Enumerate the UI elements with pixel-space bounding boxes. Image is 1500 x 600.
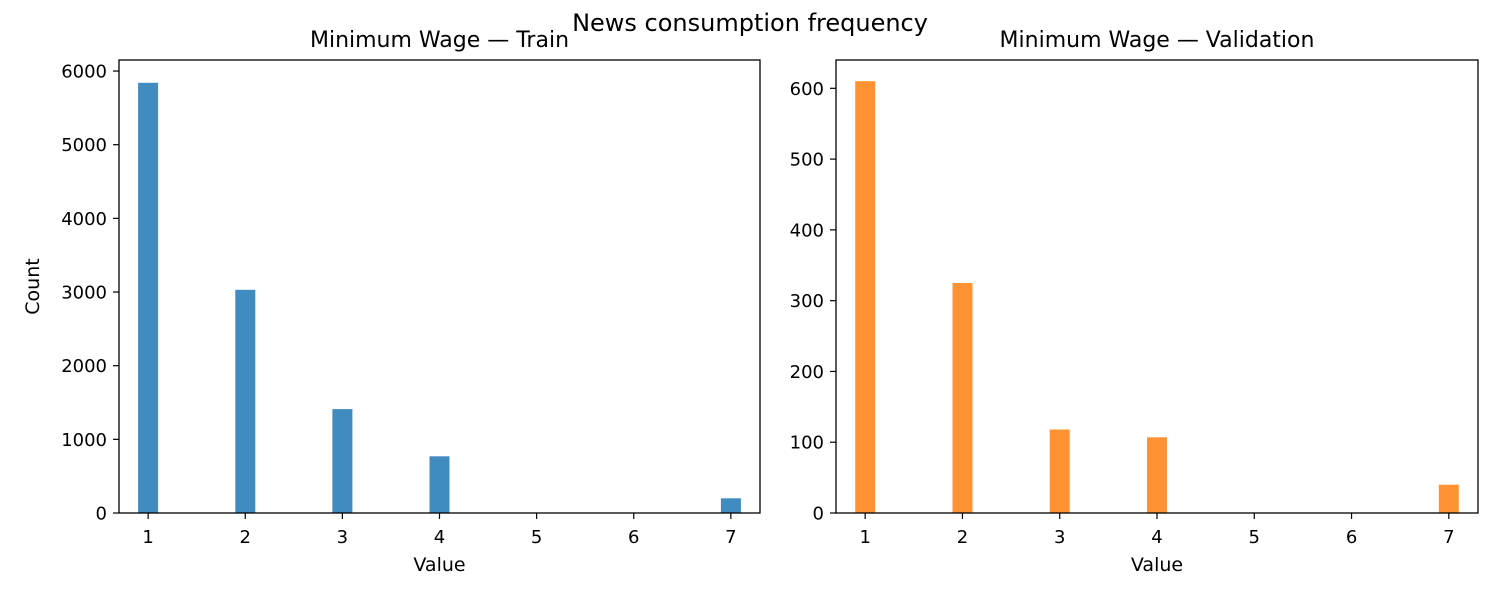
train-y-tick-label: 6000	[61, 62, 107, 83]
validation-histogram-panel: 1 2 3 4 5 6 7 0 100 200 300 400 500 600 Minimum Wage…	[790, 28, 1479, 576]
validation-y-tick-label: 600	[790, 79, 824, 100]
validation-bars	[855, 81, 1459, 513]
train-bar-7	[720, 498, 741, 513]
validation-x-tick-label: 1	[859, 527, 870, 548]
validation-bar-7	[1438, 484, 1459, 513]
train-y-tick-label: 5000	[61, 135, 107, 156]
train-y-axis-label: Count	[22, 258, 44, 314]
validation-x-tick-label: 5	[1249, 527, 1260, 548]
validation-x-tick-label: 3	[1054, 527, 1065, 548]
train-bar-4	[429, 456, 450, 513]
train-bars	[138, 82, 741, 514]
train-x-tick-label: 2	[240, 527, 251, 548]
validation-y-tick-label: 200	[790, 362, 824, 383]
validation-y-tick-label: 0	[813, 504, 824, 525]
validation-bar-2	[952, 283, 973, 513]
validation-x-tick-label: 2	[957, 527, 968, 548]
train-x-tick-label: 1	[142, 527, 153, 548]
train-axes-frame	[118, 59, 761, 514]
train-x-tick-label: 7	[725, 527, 736, 548]
validation-y-tick-label: 500	[790, 150, 824, 171]
train-bar-3	[332, 409, 353, 513]
train-x-tick-label: 4	[434, 527, 445, 548]
validation-y-tick-label: 100	[790, 433, 824, 454]
train-x-axis-label: Value	[413, 554, 465, 576]
train-x-tick-label: 3	[337, 527, 348, 548]
validation-x-tick-label: 4	[1151, 527, 1162, 548]
train-x-ticks: 1 2 3 4 5 6 7	[142, 513, 737, 548]
validation-y-tick-label: 400	[790, 220, 824, 241]
figure-suptitle: News consumption frequency	[572, 9, 928, 37]
validation-x-tick-label: 7	[1443, 527, 1454, 548]
validation-y-ticks: 0 100 200 300 400 500 600	[790, 79, 836, 525]
train-histogram-panel: 1 2 3 4 5 6 7 0 1000 2000 3000 4000 5000 6000 Minimu…	[22, 28, 761, 576]
train-bar-2	[235, 289, 256, 513]
train-y-tick-label: 0	[96, 504, 107, 525]
train-x-tick-label: 5	[531, 527, 542, 548]
validation-x-tick-label: 6	[1346, 527, 1357, 548]
train-y-tick-label: 4000	[61, 209, 107, 230]
validation-x-ticks: 1 2 3 4 5 6 7	[859, 513, 1455, 548]
train-y-tick-label: 3000	[61, 283, 107, 304]
validation-bar-3	[1049, 429, 1070, 513]
validation-x-axis-label: Value	[1131, 554, 1183, 576]
train-y-tick-label: 2000	[61, 356, 107, 377]
validation-bar-4	[1147, 437, 1167, 513]
validation-y-tick-label: 300	[790, 291, 824, 312]
train-y-tick-label: 1000	[61, 430, 107, 451]
train-x-tick-label: 6	[628, 527, 639, 548]
train-y-ticks: 0 1000 2000 3000 4000 5000 6000	[61, 62, 119, 525]
train-panel-title: Minimum Wage — Train	[310, 28, 569, 53]
validation-bar-1	[855, 81, 876, 513]
validation-panel-title: Minimum Wage — Validation	[1000, 28, 1315, 53]
train-bar-1	[138, 82, 159, 514]
